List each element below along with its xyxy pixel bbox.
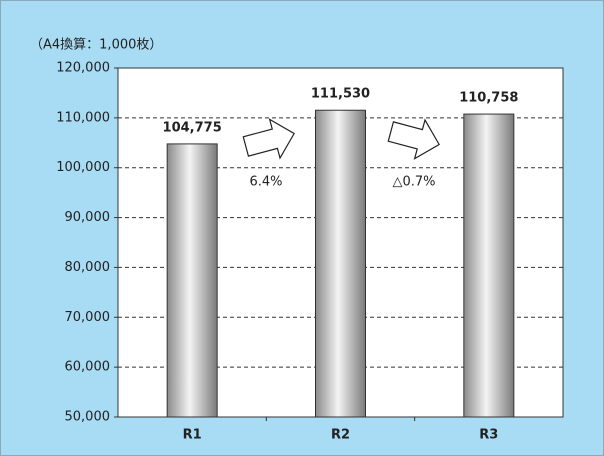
annotation: 6.4% <box>249 175 282 190</box>
bar <box>463 113 515 418</box>
data-label: 110,758 <box>459 91 518 106</box>
y-tick-label: 60,000 <box>65 360 111 375</box>
x-tick-label: R2 <box>331 428 350 443</box>
subtitle: （A4換算：1,000枚） <box>30 38 162 53</box>
y-tick-label: 70,000 <box>65 310 111 325</box>
x-tick-label: R1 <box>183 428 202 443</box>
bar <box>166 143 218 418</box>
data-label: 111,530 <box>311 87 370 102</box>
y-tick-label: 50,000 <box>65 410 111 425</box>
data-label: 104,775 <box>163 120 222 135</box>
y-tick-label: 110,000 <box>56 110 110 125</box>
annotation: △0.7% <box>392 175 435 190</box>
y-tick-label: 90,000 <box>65 210 111 225</box>
y-tick-label: 80,000 <box>65 260 111 275</box>
bar <box>315 109 366 418</box>
y-tick-label: 100,000 <box>56 160 110 175</box>
x-tick-label: R3 <box>479 428 498 443</box>
y-tick-label: 120,000 <box>56 61 110 76</box>
arrow <box>242 118 295 160</box>
arrow <box>387 118 440 160</box>
